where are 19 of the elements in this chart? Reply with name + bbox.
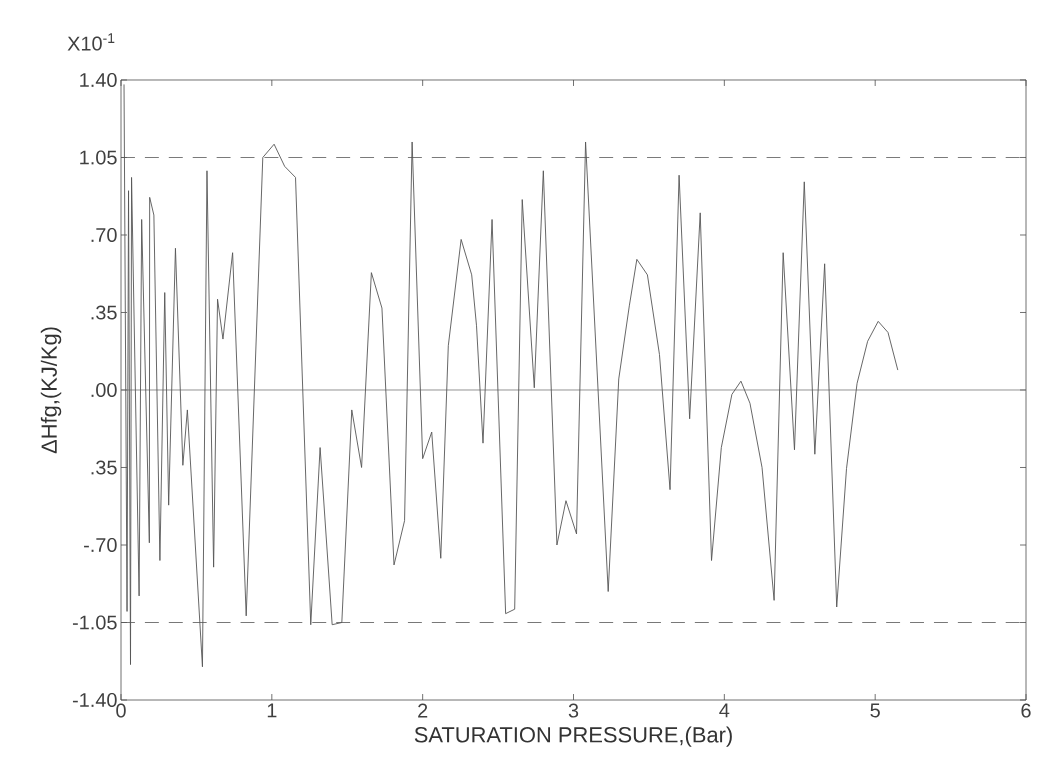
- x-tick-label: 2: [418, 703, 428, 718]
- y-tick-label: -.70: [84, 537, 117, 553]
- x-axis-title: SATURATION PRESSURE,(Bar): [414, 726, 732, 747]
- y-tick-label: -1.40: [72, 692, 117, 708]
- x-tick-label: 4: [719, 703, 730, 718]
- x-tick-label: 0: [116, 703, 126, 718]
- y-tick-label: 1.05: [80, 150, 117, 165]
- x-tick-label: 3: [568, 703, 579, 718]
- text: X10$^{-1}$: [67, 33, 115, 51]
- y-tick-label: 1.40: [80, 72, 117, 88]
- y-tick-label: .70: [91, 227, 117, 243]
- x-tick-label: 5: [870, 703, 880, 718]
- x-tick-label: 1: [267, 703, 277, 718]
- y-axis-title: ΔHfg,(KJ/Kg): [40, 327, 62, 454]
- y-tick-label: .35: [91, 305, 117, 320]
- y-tick-label: .00: [91, 382, 117, 398]
- x-tick-label: 6: [1021, 703, 1031, 718]
- y-tick-label: -1.05: [72, 615, 117, 630]
- y-tick-label: .35: [91, 460, 117, 475]
